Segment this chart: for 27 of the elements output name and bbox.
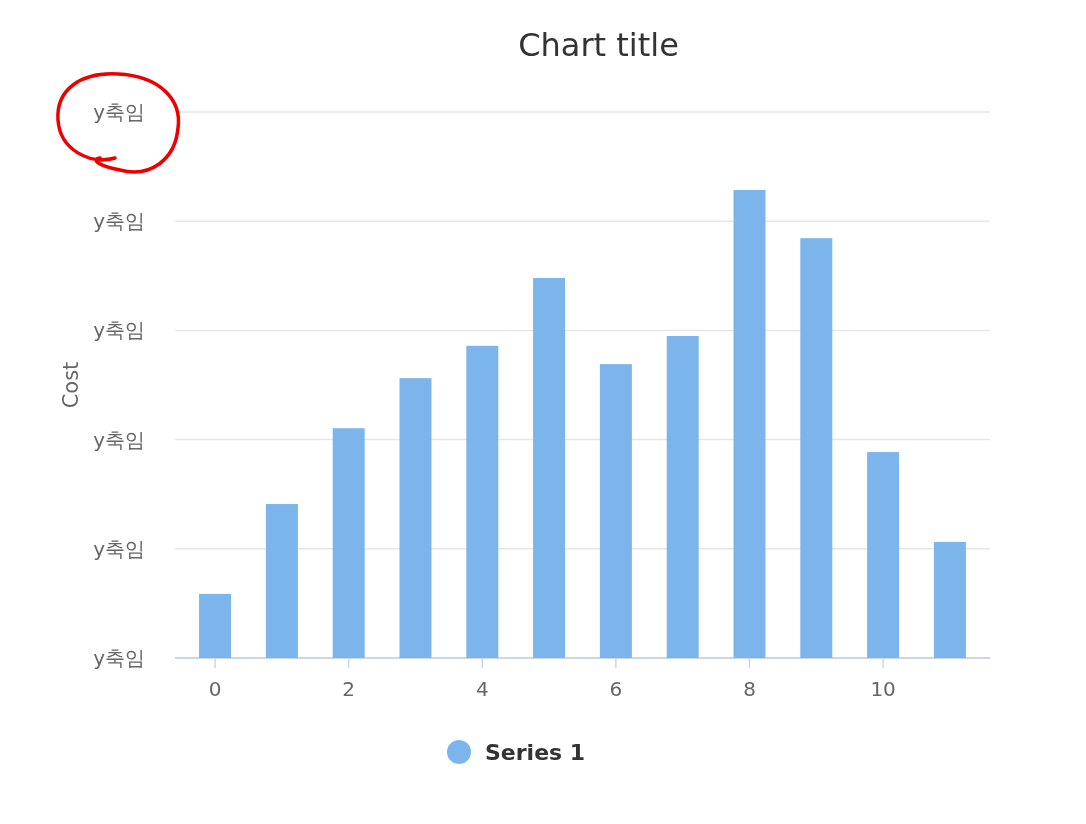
bar — [466, 345, 499, 658]
bar — [800, 238, 833, 658]
x-tick-label: 2 — [342, 677, 356, 701]
text: y축임 — [93, 209, 145, 234]
bar — [733, 190, 766, 658]
text: y축임 — [93, 427, 145, 452]
chart-title: Chart title — [518, 26, 679, 64]
y-axis-title: Cost — [59, 361, 83, 409]
bar — [399, 378, 432, 658]
bar — [199, 593, 232, 658]
x-tick-label: 6 — [609, 677, 623, 701]
bar — [332, 428, 365, 658]
bar — [933, 541, 966, 658]
x-tick-label: 4 — [475, 677, 489, 701]
bar — [666, 336, 699, 658]
x-tick-label: 8 — [743, 677, 756, 701]
x-tick-label: 10 — [870, 677, 896, 701]
bar — [533, 277, 566, 658]
bar — [599, 364, 632, 658]
text: y축임 — [93, 646, 145, 670]
legend-label: Series 1 — [485, 740, 586, 765]
text: y축임 — [93, 536, 145, 561]
text: y축임 — [93, 100, 145, 124]
x-tick-label: 0 — [208, 677, 222, 701]
bar — [867, 452, 900, 658]
bar — [265, 504, 298, 658]
text: y축임 — [93, 318, 145, 343]
